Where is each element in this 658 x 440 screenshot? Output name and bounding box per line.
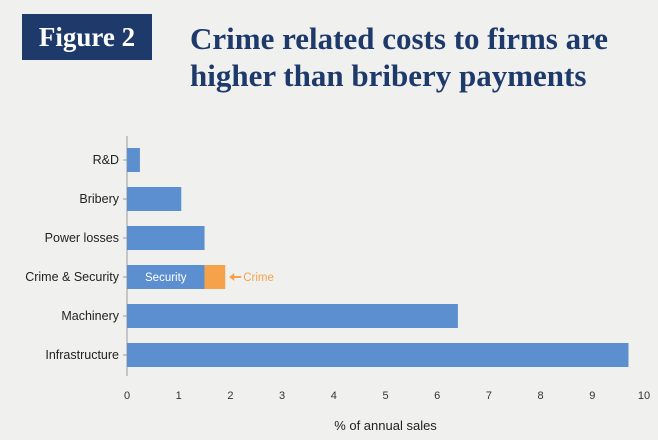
x-tick-label: 0 bbox=[124, 390, 130, 402]
bar-segment-label: Security bbox=[145, 272, 187, 284]
x-tick-label: 3 bbox=[279, 390, 285, 402]
x-tick-label: 1 bbox=[176, 390, 182, 402]
x-tick-label: 10 bbox=[638, 390, 650, 402]
x-tick-label: 7 bbox=[486, 390, 492, 402]
x-axis-title: % of annual sales bbox=[334, 418, 437, 433]
category-label: R&D bbox=[93, 153, 119, 167]
bar bbox=[127, 148, 140, 172]
annotation-arrow-head bbox=[229, 273, 235, 281]
annotation-label: Crime bbox=[243, 272, 274, 284]
x-tick-label: 2 bbox=[227, 390, 233, 402]
bar bbox=[127, 343, 629, 367]
category-label: Machinery bbox=[61, 309, 119, 323]
x-tick-label: 9 bbox=[589, 390, 595, 402]
x-tick-label: 6 bbox=[434, 390, 440, 402]
category-label: Power losses bbox=[45, 231, 119, 245]
category-label: Crime & Security bbox=[25, 270, 120, 284]
bar bbox=[127, 265, 205, 289]
bar bbox=[204, 265, 226, 289]
chart-title-line-1: Crime related costs to firms are bbox=[190, 21, 609, 56]
bar bbox=[127, 226, 205, 250]
bar bbox=[127, 304, 458, 328]
figure-label: Figure 2 bbox=[22, 14, 152, 60]
x-tick-label: 8 bbox=[538, 390, 544, 402]
bar bbox=[127, 187, 182, 211]
x-tick-label: 5 bbox=[382, 390, 388, 402]
category-label: Bribery bbox=[79, 192, 119, 206]
chart-title: Crime related costs to firms are higher … bbox=[190, 20, 650, 94]
x-tick-label: 4 bbox=[331, 390, 337, 402]
chart-title-line-2: higher than bribery payments bbox=[190, 58, 587, 93]
category-label: Infrastructure bbox=[45, 348, 119, 362]
